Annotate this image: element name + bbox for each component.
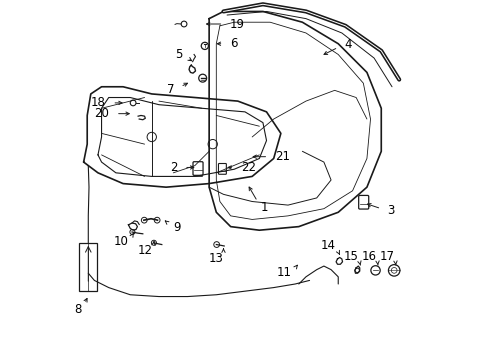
Text: 21: 21: [275, 150, 290, 163]
Text: 4: 4: [344, 38, 351, 51]
Text: 9: 9: [173, 221, 180, 234]
Text: 11: 11: [276, 266, 291, 279]
Text: 1: 1: [261, 201, 269, 213]
Text: 17: 17: [380, 249, 395, 262]
Text: 2: 2: [170, 161, 177, 174]
Text: 18: 18: [91, 96, 106, 109]
Text: 7: 7: [167, 83, 174, 96]
Text: 5: 5: [175, 48, 182, 61]
FancyBboxPatch shape: [359, 195, 368, 209]
Text: 19: 19: [230, 18, 245, 31]
Text: 20: 20: [95, 107, 109, 120]
Text: 12: 12: [138, 244, 152, 257]
Text: 16: 16: [362, 249, 377, 262]
Text: 14: 14: [320, 239, 335, 252]
Text: 22: 22: [241, 161, 256, 174]
FancyBboxPatch shape: [219, 163, 226, 174]
Text: 13: 13: [209, 252, 223, 265]
FancyBboxPatch shape: [79, 243, 97, 291]
Text: 6: 6: [230, 37, 238, 50]
Text: 10: 10: [114, 235, 129, 248]
Text: 15: 15: [343, 250, 358, 263]
FancyBboxPatch shape: [193, 162, 203, 175]
Text: 3: 3: [388, 204, 395, 217]
Text: 8: 8: [74, 303, 81, 316]
